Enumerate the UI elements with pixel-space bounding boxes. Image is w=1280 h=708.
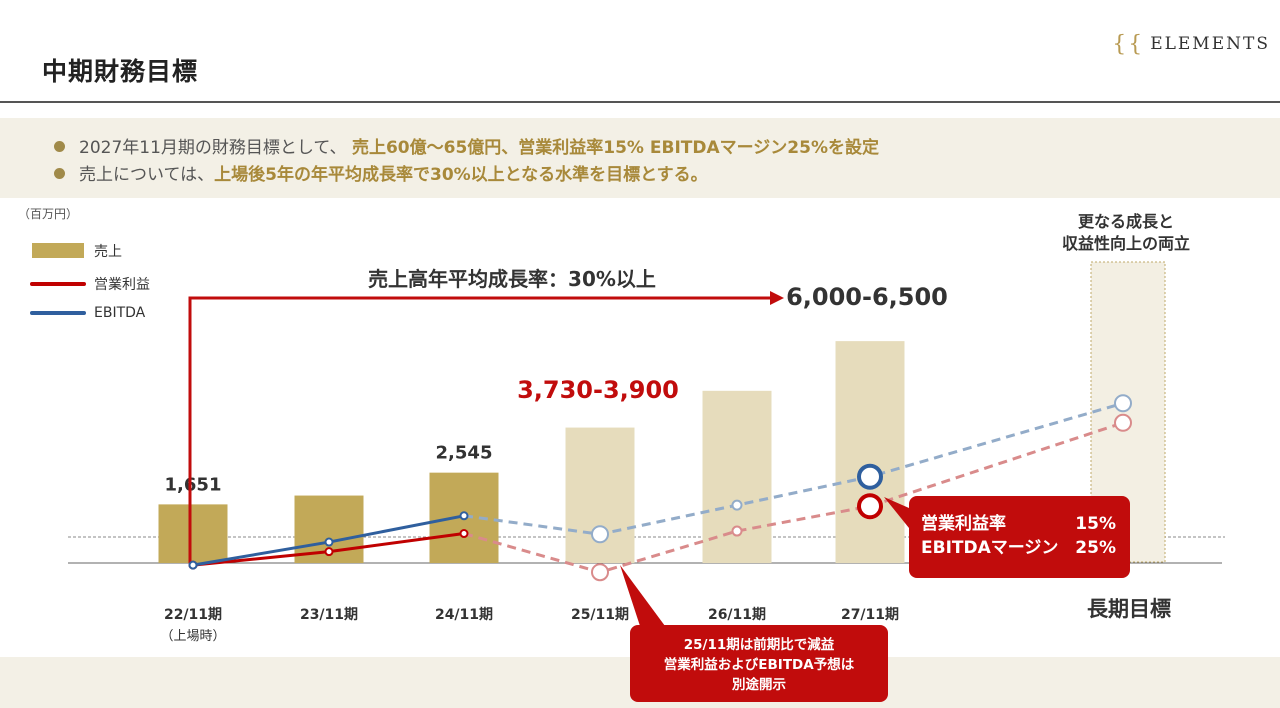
summary-bullet-2: 売上については、上場後5年の年平均成長率で30%以上となる水準を目標とする。 xyxy=(54,160,708,185)
decline-note-callout: 25/11期は前期比で減益営業利益およびEBITDA予想は 別途開示 xyxy=(630,625,888,702)
margin-callout-label: 営業利益率 xyxy=(921,514,1006,534)
ebitda-point xyxy=(188,560,198,570)
logo-text: ELEMENTS xyxy=(1150,34,1270,54)
x-tick-label: 24/11期 xyxy=(435,607,493,623)
bullet-1-highlight: 売上60億～65億円、営業利益率15% EBITDAマージン25%を設定 xyxy=(351,138,879,158)
unit-label: （百万円） xyxy=(18,207,78,221)
sales-data-label: 3,730-3,900 xyxy=(517,376,679,404)
long-term-label-line: 更なる成長と xyxy=(1078,212,1174,231)
margin-callout-pointer xyxy=(884,497,909,528)
note-callout-line: 25/11期は前期比で減益 xyxy=(683,637,835,653)
x-tick-label: 25/11期 xyxy=(571,607,629,623)
margin-callout-value: 25% xyxy=(1075,538,1116,558)
margin-callout-row: EBITDAマージン 25% xyxy=(921,536,1116,560)
bullet-1-prefix: 2027年11月期の財務目標として、 xyxy=(79,138,347,158)
sales-bar xyxy=(158,504,228,563)
title-divider xyxy=(0,101,1280,103)
margin-callout-label: EBITDAマージン xyxy=(921,538,1059,558)
x-tick-label: 長期目標 xyxy=(1087,597,1171,621)
summary-bullet-1: 2027年11月期の財務目標として、 売上60億～65億円、営業利益率15% E… xyxy=(54,133,879,158)
note-callout-line: 別途開示 xyxy=(732,677,786,693)
x-tick-sublabel: （上場時） xyxy=(160,629,225,644)
ebitda-point xyxy=(459,511,469,521)
ebitda-target-point xyxy=(857,463,883,490)
legend-label: 売上 xyxy=(94,244,122,260)
logo-mark-icon: {{ xyxy=(1112,32,1145,57)
x-tick-label: 27/11期 xyxy=(841,607,899,623)
note-callout-line: 営業利益およびEBITDA予想は xyxy=(663,657,855,673)
sales-bar xyxy=(835,341,905,563)
margin-target-callout: 営業利益率 15% EBITDAマージン 25% xyxy=(909,496,1130,578)
note-callout-pointer xyxy=(620,565,665,626)
x-tick-label: 22/11期 xyxy=(164,607,222,623)
x-tick-label: 26/11期 xyxy=(708,607,766,623)
margin-callout-row: 営業利益率 15% xyxy=(921,512,1116,536)
op-profit-point xyxy=(324,547,334,557)
sales-data-label: 6,000-6,500 xyxy=(786,283,948,311)
op-profit-point xyxy=(731,525,743,537)
op-profit-target-point xyxy=(857,493,883,520)
margin-callout-value: 15% xyxy=(1075,514,1116,534)
op-profit-point xyxy=(1114,413,1132,432)
long-term-label-line: 収益性向上の両立 xyxy=(1062,234,1190,253)
legend-sales-swatch xyxy=(32,243,84,258)
x-tick-label: 23/11期 xyxy=(300,607,358,623)
cagr-label: 売上高年平均成長率：30%以上 xyxy=(368,267,656,291)
sales-data-label: 2,545 xyxy=(436,443,493,464)
cagr-arrow-head xyxy=(770,291,784,305)
summary-panel xyxy=(0,118,1280,198)
legend-label: 営業利益 xyxy=(94,277,150,293)
sales-data-label: 1,651 xyxy=(165,474,222,495)
ebitda-point xyxy=(591,525,609,544)
bullet-2-highlight: 上場後5年の年平均成長率で30%以上となる水準を目標とする。 xyxy=(214,165,708,185)
op-profit-point xyxy=(591,563,609,582)
ebitda-point xyxy=(324,537,334,547)
bullet-dot-icon xyxy=(54,141,65,152)
page-title: 中期財務目標 xyxy=(42,57,199,86)
op-profit-line-forecast xyxy=(463,421,1124,574)
op-profit-point xyxy=(459,529,469,539)
ebitda-point xyxy=(1114,394,1132,413)
cagr-arrow-line xyxy=(188,296,770,563)
legend-label: EBITDA xyxy=(94,305,146,321)
company-logo: {{ELEMENTS xyxy=(1112,32,1270,57)
bullet-dot-icon xyxy=(54,168,65,179)
bullet-2-prefix: 売上については、 xyxy=(79,165,215,185)
ebitda-point xyxy=(731,499,743,511)
